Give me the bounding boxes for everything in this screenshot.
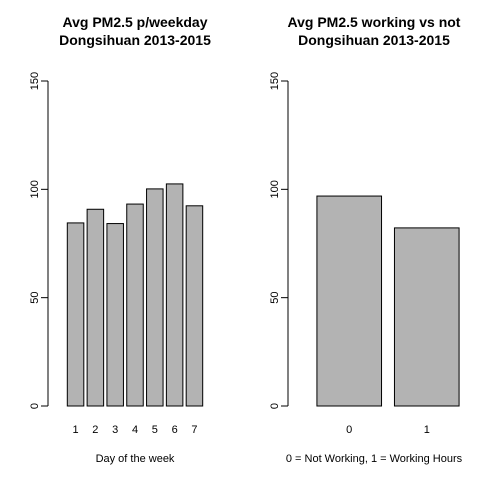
y-tick-label-150: 150: [269, 72, 281, 90]
x-tick-label-0: 0: [346, 424, 352, 436]
weekday-bars: [66, 183, 204, 407]
working-chart-title: Avg PM2.5 working vs not: [288, 14, 461, 30]
working-y-axis: 0 50 100 150: [269, 72, 289, 409]
bar-4: [126, 203, 144, 407]
weekday-chart: Avg PM2.5 p/weekday Dongsihuan 2013-2015…: [29, 14, 211, 465]
bar-2: [86, 208, 105, 407]
y-tick-label-100: 100: [29, 180, 41, 198]
y-tick-label-150: 150: [29, 72, 41, 90]
working-chart: Avg PM2.5 working vs not Dongsihuan 2013…: [269, 14, 463, 465]
x-tick-label-1: 1: [72, 424, 78, 436]
weekday-y-axis: 0 50 100 150: [29, 72, 49, 409]
x-tick-label-2: 2: [92, 424, 98, 436]
weekday-chart-subtitle: Dongsihuan 2013-2015: [59, 32, 211, 48]
x-tick-label-1: 1: [424, 424, 430, 436]
bar-0: [316, 195, 383, 407]
weekday-x-axis-label: Day of the week: [96, 453, 175, 465]
bar-5: [146, 188, 164, 407]
working-x-axis-label: 0 = Not Working, 1 = Working Hours: [286, 453, 463, 465]
bar-6: [165, 183, 184, 407]
bar-7: [185, 205, 204, 407]
y-tick-label-0: 0: [269, 403, 281, 409]
working-chart-subtitle: Dongsihuan 2013-2015: [298, 32, 450, 48]
bar-1: [66, 222, 85, 407]
working-bars: [316, 195, 460, 407]
weekday-chart-title: Avg PM2.5 p/weekday: [63, 14, 208, 30]
x-tick-label-4: 4: [132, 424, 138, 436]
y-tick-label-50: 50: [269, 292, 281, 304]
weekday-x-tick-labels: 1 2 3 4 5 6 7: [72, 424, 197, 436]
x-tick-label-5: 5: [152, 424, 158, 436]
x-tick-label-6: 6: [172, 424, 178, 436]
y-tick-label-0: 0: [29, 403, 41, 409]
bar-3: [106, 223, 124, 407]
x-tick-label-3: 3: [112, 424, 118, 436]
bar-1: [393, 227, 460, 407]
y-tick-label-50: 50: [29, 292, 41, 304]
x-tick-label-7: 7: [191, 424, 197, 436]
y-tick-label-100: 100: [269, 180, 281, 198]
